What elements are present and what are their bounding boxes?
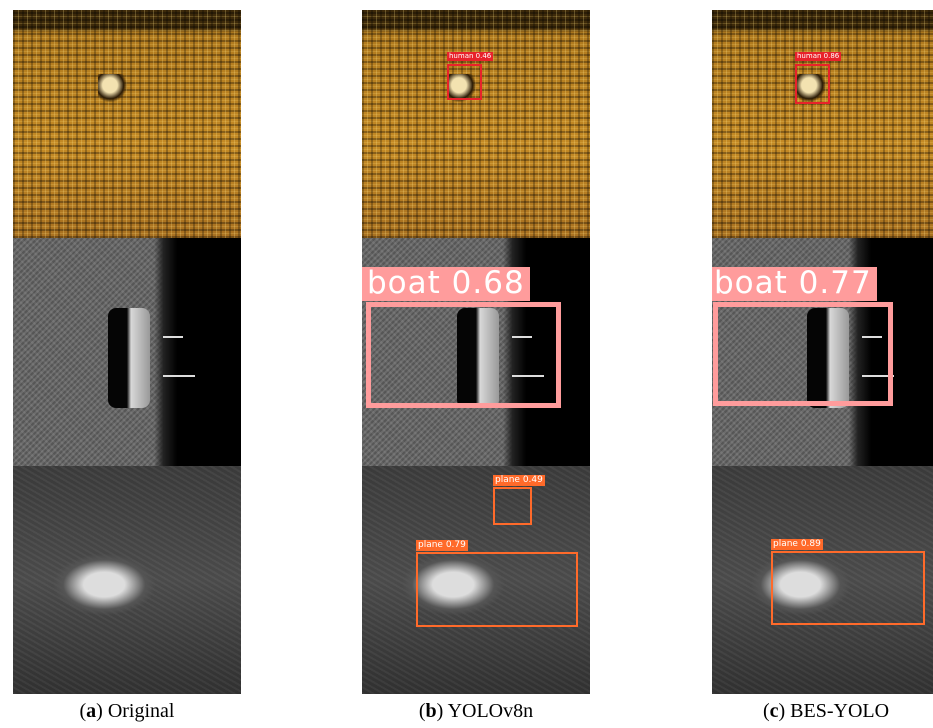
detection-label: plane 0.89: [771, 539, 823, 550]
sonar-image: human 0.86: [712, 10, 933, 238]
figure: (a) Originalhuman 0.46boat 0.68plane 0.4…: [0, 0, 933, 728]
detection-label: plane 0.49: [493, 475, 545, 486]
caption: (a) Original: [13, 700, 241, 723]
caption-letter: b: [426, 700, 437, 722]
sonar-image: boat 0.68: [362, 238, 590, 466]
bounding-box: [713, 302, 893, 406]
detection-label: boat 0.77: [712, 267, 877, 301]
bounding-box: [493, 487, 532, 525]
caption-letter: c: [770, 700, 779, 722]
caption-open: (: [419, 700, 426, 722]
caption-open: (: [763, 700, 770, 722]
bounding-box: [447, 64, 482, 100]
sonar-image: plane 0.89: [712, 466, 933, 694]
caption-rest: ) YOLOv8n: [437, 700, 533, 722]
bounding-box: [795, 64, 830, 104]
detection-label: boat 0.68: [362, 267, 530, 301]
detection-label: plane 0.79: [416, 540, 468, 551]
caption: (c) BES-YOLO: [712, 700, 933, 723]
sonar-image: human 0.46: [362, 10, 590, 238]
sonar-image: boat 0.77: [712, 238, 933, 466]
bounding-box: [771, 551, 925, 625]
bounding-box: [366, 302, 561, 408]
object: [108, 308, 150, 408]
detection-label: human 0.46: [447, 52, 493, 61]
object: [98, 74, 128, 102]
caption-letter: a: [86, 700, 96, 722]
detection-label: human 0.86: [795, 52, 841, 61]
sonar-image: [13, 10, 241, 238]
caption-rest: ) Original: [96, 700, 174, 722]
caption-rest: ) BES-YOLO: [779, 700, 890, 722]
bounding-box: [416, 552, 578, 627]
sonar-image: [13, 466, 241, 694]
streak: [163, 375, 195, 377]
caption: (b) YOLOv8n: [362, 700, 590, 723]
sonar-image: [13, 238, 241, 466]
streak: [163, 336, 183, 338]
sonar-image: plane 0.49 plane 0.79: [362, 466, 590, 694]
